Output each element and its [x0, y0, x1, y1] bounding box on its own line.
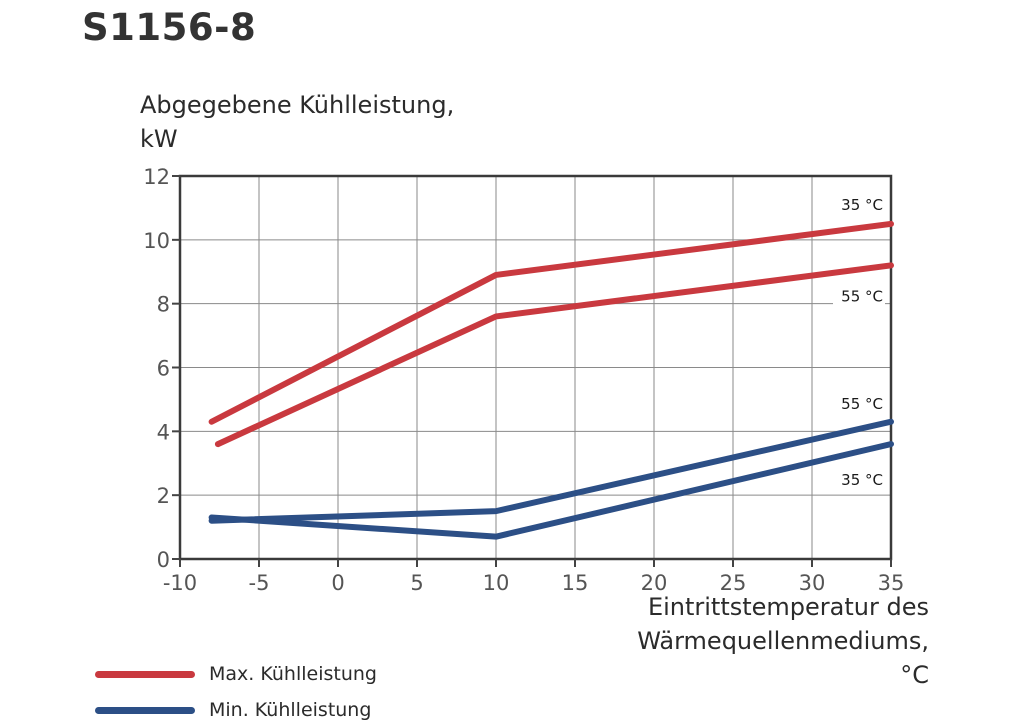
x-tick-label: 0	[331, 571, 344, 595]
y-tick-label: 6	[157, 357, 170, 381]
legend-label-max: Max. Kühlleistung	[209, 663, 377, 685]
x-tick-label: 35	[878, 571, 905, 595]
curve-label: 35 °C	[841, 196, 883, 214]
x-tick-label: 25	[720, 571, 747, 595]
curve-label: 55 °C	[841, 287, 883, 305]
series-line-max	[208, 220, 894, 425]
x-tick-label: -10	[163, 571, 197, 595]
chart-title: S1156-8	[82, 6, 257, 49]
y-axis-title: Abgegebene Kühlleistung, kW	[140, 88, 540, 156]
curve-label-bg	[833, 393, 885, 414]
y-axis-title-line2: kW	[140, 125, 178, 153]
y-tick-label: 12	[143, 165, 170, 189]
x-tick-label: 5	[410, 571, 423, 595]
curve-label-bg	[833, 194, 885, 215]
curve-label: 35 °C	[841, 471, 883, 489]
curve-labels: 35 °C 55 °C 55 °C 35 °C	[833, 194, 885, 491]
series-line-min	[208, 441, 894, 540]
curve-label-bg	[833, 470, 885, 491]
y-tick-label: 4	[157, 420, 170, 444]
x-axis-title-line3: °C	[900, 661, 929, 689]
tick-labels: -10 -5 0 5 10 15 20 25 30 35 0 2 4 6 8 10 12	[143, 165, 904, 595]
series-line-max	[214, 262, 894, 448]
x-tick-label: 30	[799, 571, 826, 595]
y-tick-label: 10	[143, 229, 170, 253]
legend-item-min: Min. Kühlleistung	[95, 692, 377, 728]
x-tick-label: 15	[562, 571, 589, 595]
legend: Max. Kühlleistung Min. Kühlleistung	[95, 656, 377, 728]
y-tick-label: 8	[157, 293, 170, 317]
curve-label-bg	[833, 286, 885, 307]
legend-swatch-min	[95, 706, 195, 714]
y-axis-title-line1: Abgegebene Kühlleistung,	[140, 91, 455, 119]
y-tick-label: 2	[157, 484, 170, 508]
x-axis-title: Eintrittstemperatur des Wärmequellenmedi…	[509, 590, 929, 692]
x-tick-label: 20	[641, 571, 668, 595]
x-tick-label: -5	[249, 571, 270, 595]
y-tick-label: 0	[157, 548, 170, 572]
x-axis-title-line1: Eintrittstemperatur des	[647, 593, 929, 621]
legend-swatch-max	[95, 670, 195, 678]
series-line-min	[208, 418, 894, 524]
x-tick-label: 10	[483, 571, 510, 595]
series-lines	[208, 220, 894, 540]
legend-label-min: Min. Kühlleistung	[209, 699, 372, 721]
legend-item-max: Max. Kühlleistung	[95, 656, 377, 692]
curve-label: 55 °C	[841, 395, 883, 413]
x-axis-title-line2: Wärmequellenmediums,	[637, 627, 929, 655]
